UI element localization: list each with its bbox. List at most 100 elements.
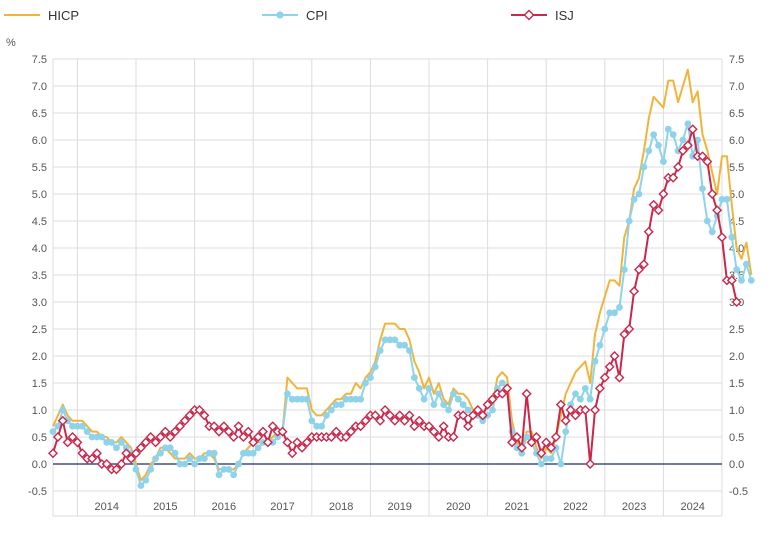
cpi-point: [542, 455, 550, 462]
cpi-point: [176, 460, 184, 468]
axis-layer: 2014 2015 2016 2017 2018 2019 2020 2021 2022 2023…: [28, 54, 748, 513]
y-tick-label-right: 7.0: [729, 81, 744, 93]
isj-point: [145, 432, 156, 442]
cpi-point: [205, 449, 213, 457]
x-tick-label: 2021: [505, 501, 529, 513]
isj-point: [370, 410, 381, 421]
cpi-point: [337, 401, 345, 408]
cpi-point: [200, 455, 208, 462]
isj-point: [331, 426, 342, 437]
cpi-point: [425, 385, 433, 392]
cpi-point: [479, 417, 487, 425]
cpi-point: [147, 466, 155, 473]
isj-point: [511, 432, 522, 442]
cpi-point: [357, 395, 365, 403]
isj-point: [580, 405, 591, 415]
isj-point: [502, 383, 513, 394]
isj-point: [428, 426, 439, 437]
cpi-point: [616, 304, 623, 311]
y-tick-label-right: 2.5: [729, 324, 744, 336]
isj-point: [565, 405, 576, 415]
isj-point: [131, 448, 142, 459]
isj-point: [292, 437, 303, 448]
isj-point: [531, 432, 542, 442]
y-tick-label-right: 6.0: [729, 135, 744, 147]
cpi-point: [342, 395, 350, 403]
isj-point: [233, 421, 244, 432]
cpi-point: [498, 379, 506, 387]
cpi-point: [489, 406, 496, 414]
cpi-point: [401, 341, 408, 349]
legend-label-hicp: HICP: [48, 8, 79, 23]
isj-point: [707, 189, 718, 199]
x-tick-label: 2020: [446, 501, 470, 513]
cpi-point: [450, 390, 457, 398]
isj-point: [218, 421, 229, 432]
legend-label-isj: ISJ: [555, 8, 574, 23]
y-tick-label-right: 5.0: [729, 189, 744, 201]
isj-point: [546, 442, 557, 453]
y-tick-label-right: 0.0: [729, 459, 744, 471]
isj-point: [121, 448, 132, 459]
cpi-point: [391, 336, 399, 344]
cpi-point: [386, 336, 394, 344]
isj-point: [560, 415, 571, 426]
isj-point: [67, 432, 78, 442]
cpi-point: [240, 449, 247, 457]
isj-point: [624, 324, 635, 334]
isj-point: [155, 432, 166, 442]
isj-point: [160, 426, 171, 437]
isj-point: [394, 410, 405, 421]
y-tick-label-right: 5.5: [729, 162, 744, 174]
isj-point: [184, 410, 195, 421]
isj-point: [223, 426, 234, 437]
x-tick-label: 2018: [329, 501, 353, 513]
isj-point: [170, 426, 181, 437]
isj-point: [521, 388, 532, 399]
cpi-point: [181, 460, 189, 468]
cpi-point: [679, 136, 687, 144]
cpi-point: [93, 433, 101, 441]
x-tick-label: 2017: [270, 501, 294, 513]
isj-point: [516, 442, 527, 453]
cpi-point: [591, 358, 599, 365]
isj-point: [341, 432, 351, 442]
y-tick-label-left: -0.5: [28, 486, 47, 498]
cpi-point: [664, 125, 672, 133]
isj-point: [497, 388, 508, 399]
cpi-point: [313, 422, 321, 430]
cpi-point: [49, 428, 57, 435]
isj-point: [682, 140, 693, 151]
y-tick-label-left: 7.5: [32, 54, 47, 66]
isj-point: [355, 421, 366, 432]
y-tick-label-left: 1.5: [32, 378, 47, 390]
isj-point: [360, 415, 371, 426]
isj-point: [209, 421, 220, 432]
y-tick-label-left: 3.5: [32, 270, 47, 282]
isj-point: [472, 405, 483, 415]
cpi-point: [308, 417, 316, 425]
cpi-point: [274, 433, 282, 441]
cpi-point: [210, 449, 218, 457]
cpi-point: [523, 433, 531, 441]
y-tick-label-left: 5.0: [32, 189, 47, 201]
isj-point: [150, 437, 161, 448]
cpi-point: [74, 422, 81, 430]
isj-point: [463, 421, 474, 432]
isj-point: [91, 448, 102, 459]
cpi-point: [718, 196, 726, 203]
isj-point: [458, 410, 469, 421]
isj-point: [111, 464, 122, 475]
y-tick-label-left: 1.0: [32, 405, 47, 417]
isj-point: [72, 437, 83, 448]
isj-point: [301, 437, 312, 448]
isj-point: [214, 426, 225, 437]
cpi-point: [420, 395, 428, 403]
isj-point: [550, 432, 561, 442]
isj-point: [590, 405, 601, 415]
isj-point: [116, 459, 127, 469]
cpi-point: [108, 439, 115, 446]
cpi-point: [562, 428, 570, 435]
